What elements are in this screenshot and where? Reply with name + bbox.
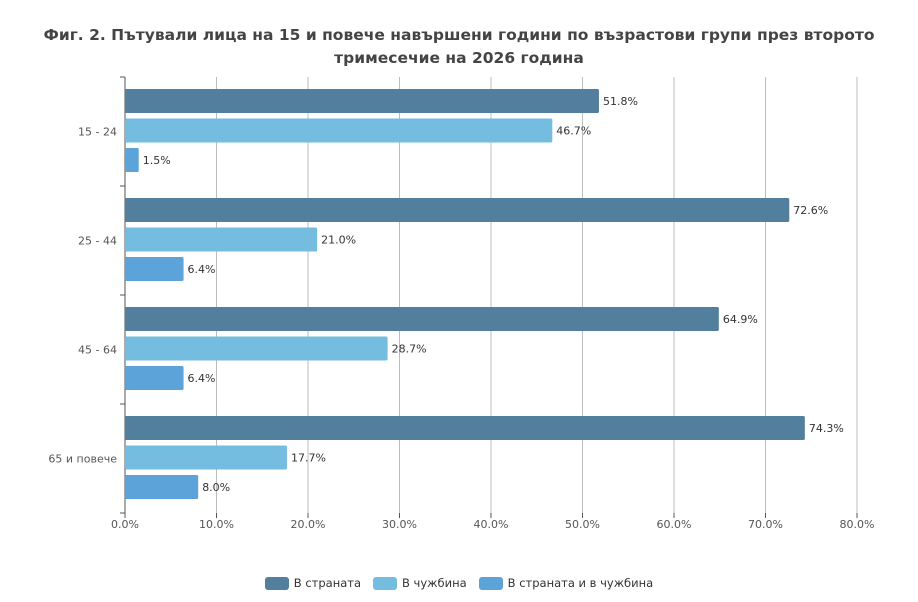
bar bbox=[125, 366, 184, 390]
bar bbox=[125, 257, 184, 281]
data-label: 51.8% bbox=[603, 95, 638, 108]
x-tick-label: 10.0% bbox=[199, 518, 234, 531]
data-label: 72.6% bbox=[793, 204, 828, 217]
bar bbox=[125, 307, 719, 331]
legend-swatch bbox=[478, 576, 503, 590]
chart-title-line-2: тримесечие на 2026 година bbox=[334, 49, 584, 67]
data-label: 74.3% bbox=[809, 422, 844, 435]
category-label: 65 и повече bbox=[48, 453, 117, 466]
x-tick-label: 70.0% bbox=[748, 518, 783, 531]
data-label: 8.0% bbox=[202, 481, 230, 494]
bar bbox=[125, 118, 553, 143]
data-label: 46.7% bbox=[556, 125, 591, 138]
bar bbox=[125, 198, 790, 222]
data-label: 21.0% bbox=[321, 234, 356, 247]
data-label: 64.9% bbox=[723, 313, 758, 326]
bar bbox=[125, 445, 287, 470]
x-tick-label: 40.0% bbox=[474, 518, 509, 531]
legend: В страната В чужбина В страната и в чужбин… bbox=[0, 574, 918, 592]
data-label: 6.4% bbox=[188, 263, 216, 276]
legend-item[interactable]: В чужбина bbox=[373, 576, 467, 590]
legend-label: В чужбина bbox=[402, 576, 467, 590]
data-label: 1.5% bbox=[143, 154, 171, 167]
x-tick-label: 0.0% bbox=[111, 518, 139, 531]
x-tick-label: 80.0% bbox=[840, 518, 875, 531]
bar bbox=[125, 475, 199, 499]
legend-swatch bbox=[264, 576, 289, 590]
bar bbox=[125, 227, 318, 252]
bar bbox=[125, 89, 599, 113]
bar bbox=[125, 148, 139, 172]
data-label: 17.7% bbox=[291, 452, 326, 465]
legend-item[interactable]: В страната и в чужбина bbox=[478, 576, 654, 590]
chart-title: Фиг. 2. Пътували лица на 15 и повече нав… bbox=[0, 24, 918, 70]
x-tick-label: 20.0% bbox=[291, 518, 326, 531]
category-label: 45 - 64 bbox=[78, 344, 117, 357]
x-tick-label: 50.0% bbox=[565, 518, 600, 531]
data-label: 6.4% bbox=[188, 372, 216, 385]
legend-label: В страната и в чужбина bbox=[507, 576, 654, 590]
legend-label: В страната bbox=[293, 576, 362, 590]
legend-item[interactable]: В страната bbox=[264, 576, 362, 590]
chart-title-line-1: Фиг. 2. Пътували лица на 15 и повече нав… bbox=[43, 26, 875, 44]
bar bbox=[125, 416, 805, 440]
x-tick-label: 30.0% bbox=[382, 518, 417, 531]
category-label: 25 - 44 bbox=[78, 235, 117, 248]
x-tick-label: 60.0% bbox=[657, 518, 692, 531]
category-label: 15 - 24 bbox=[78, 126, 117, 139]
bar bbox=[125, 336, 388, 361]
legend-swatch bbox=[373, 576, 398, 590]
data-label: 28.7% bbox=[392, 343, 427, 356]
